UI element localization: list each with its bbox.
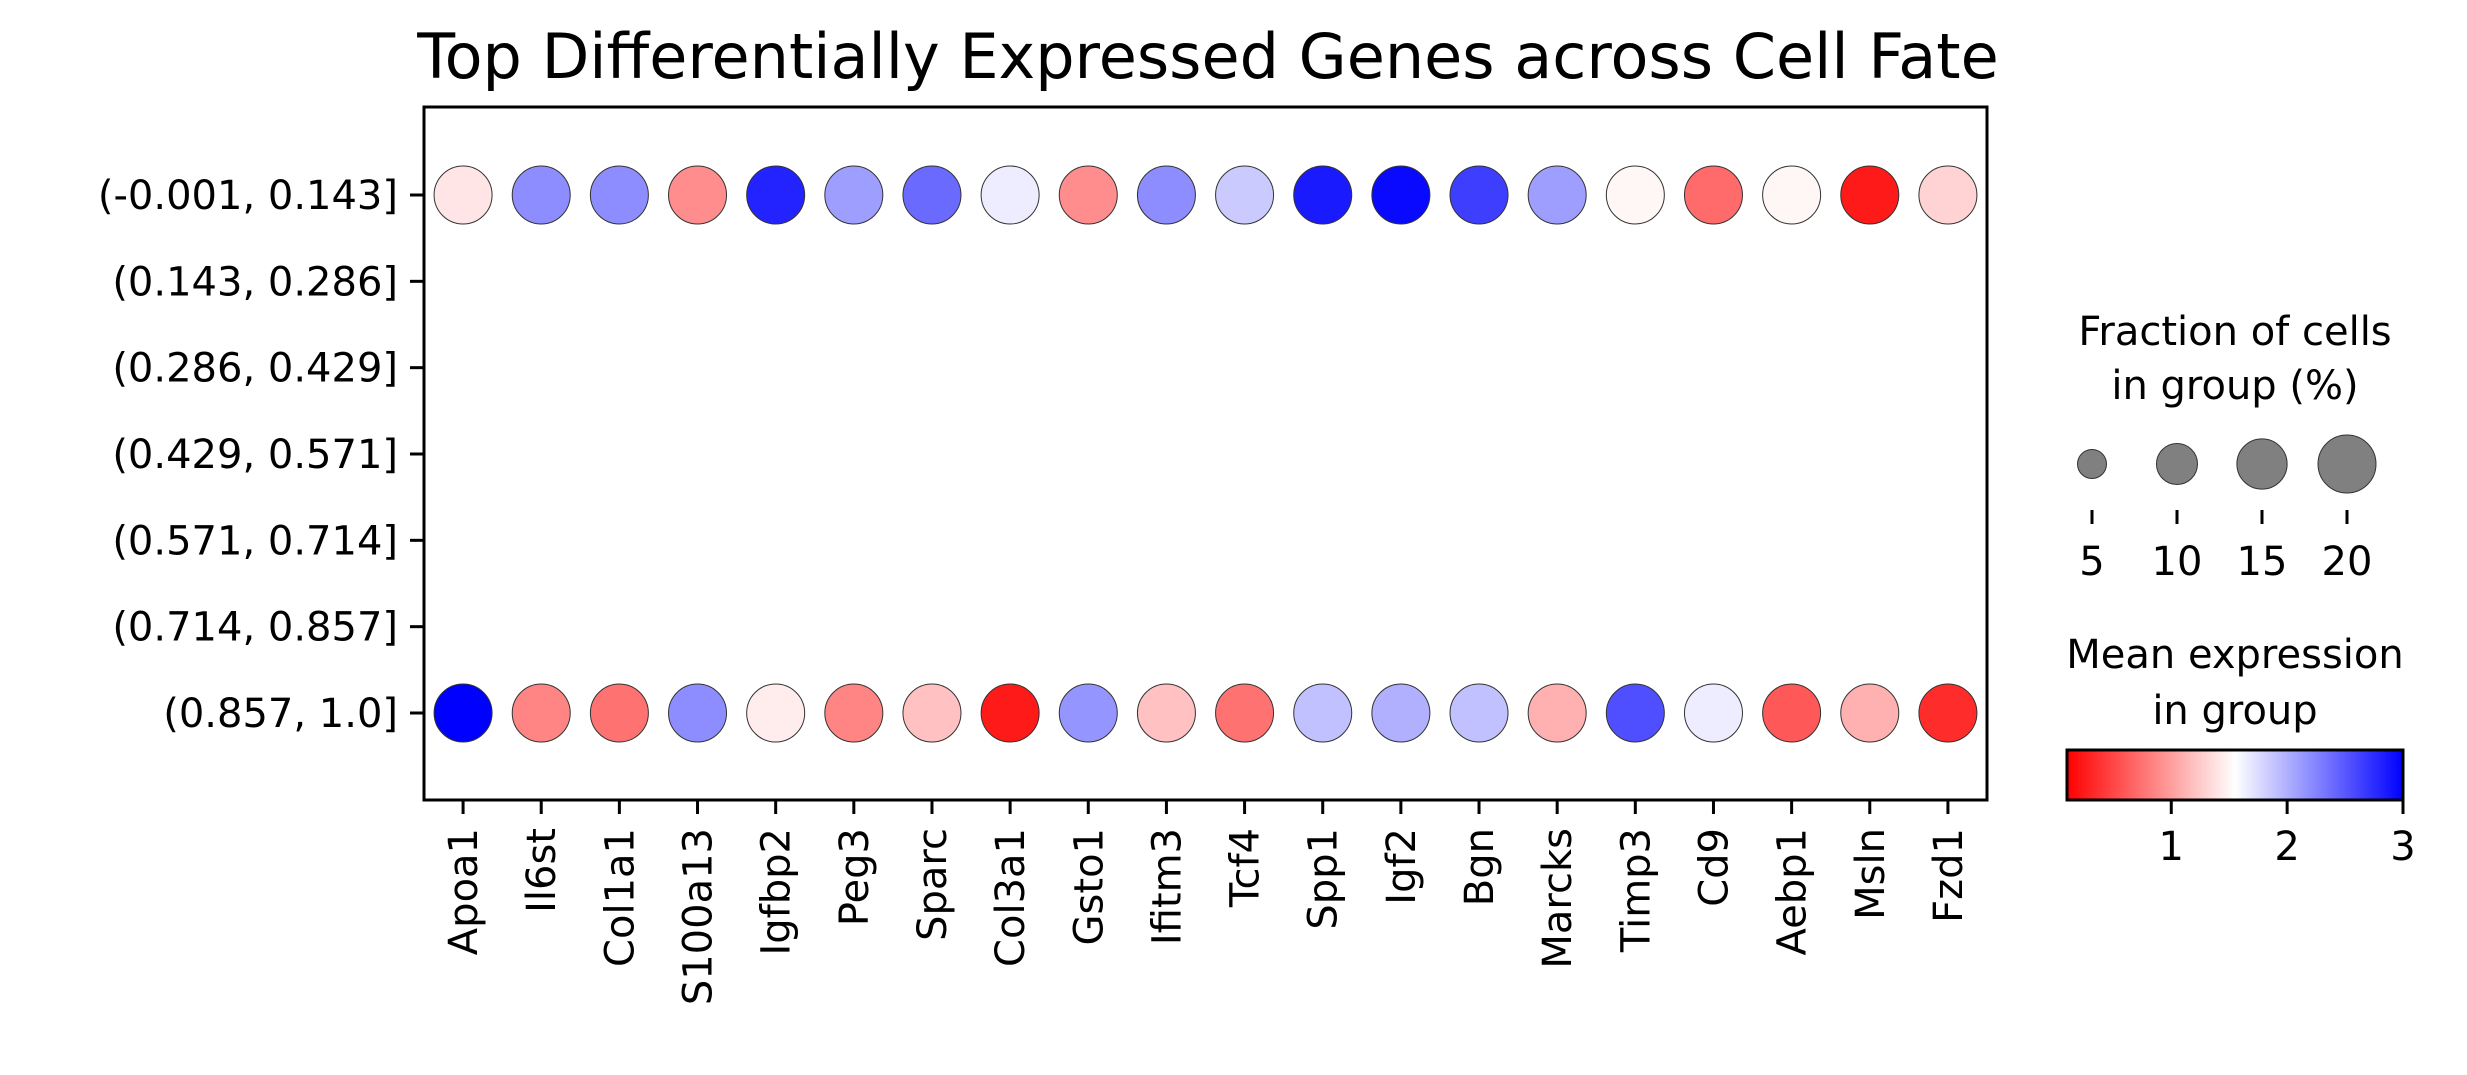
dot-fzd1-row-0 [1918,165,1978,225]
x-tick-label: Fzd1 [1926,828,1972,923]
x-tick-label: Timp3 [1613,828,1659,953]
size-legend-title: Fraction of cells [2078,309,2391,355]
x-tick-label: S100a13 [676,828,722,1005]
dot-aebp1-row-6 [1762,683,1822,743]
x-tick-label: Igf2 [1379,828,1425,905]
size-legend-dot [2077,449,2107,479]
dot-sparc-row-0 [902,165,962,225]
dot-aebp1-row-0 [1762,165,1822,225]
dot-spp1-row-0 [1293,165,1353,225]
y-axis: (-0.001, 0.143] (0.143, 0.286] (0.286, 0.4… [98,173,424,737]
colorbar-tick-label: 3 [2390,824,2415,870]
color-legend-title: Mean expression [2066,632,2403,678]
dot-fzd1-row-6 [1918,683,1978,743]
x-tick-label: Tcf4 [1223,828,1269,908]
dot-tcf4-row-0 [1215,165,1275,225]
dot-s100a13-row-0 [668,165,728,225]
size-legend: Fraction of cells in group (%) 5 10 15 20 [2077,309,2392,585]
dot-il6st-row-0 [511,165,571,225]
x-tick-label: Ifitm3 [1144,828,1190,945]
y-tick-label: (0.857, 1.0] [163,691,398,737]
dot-cd9-row-6 [1683,683,1743,743]
dot-s100a13-row-6 [668,683,728,743]
y-tick-label: (-0.001, 0.143] [98,173,398,219]
y-tick-label: (0.143, 0.286] [112,259,398,305]
dot-igfbp2-row-0 [746,165,806,225]
dot-igfbp2-row-6 [746,683,806,743]
dot-col3a1-row-6 [980,683,1040,743]
y-tick-label: (0.571, 0.714] [112,518,398,564]
plot-area [422,105,1989,802]
dot-col1a1-row-0 [589,165,649,225]
dot-marcks-row-0 [1527,165,1587,225]
dot-bgn-row-6 [1449,683,1509,743]
dot-igf2-row-0 [1371,165,1431,225]
dot-peg3-row-0 [824,165,884,225]
x-tick-label: Spp1 [1301,828,1347,930]
colorbar-tick-label: 1 [2159,824,2184,870]
dot-sparc-row-6 [902,683,962,743]
dot-marcks-row-6 [1527,683,1587,743]
dot-bgn-row-0 [1449,165,1509,225]
size-legend-dot [2317,434,2377,494]
x-tick-label: Gsto1 [1066,828,1112,945]
dot-gsto1-row-0 [1058,165,1118,225]
x-tick-label: Peg3 [832,828,878,926]
x-tick-label: Col3a1 [988,828,1034,967]
x-tick-label: Bgn [1457,828,1503,906]
dot-apoa1-row-0 [433,165,493,225]
x-tick-label: Igfbp2 [754,828,800,956]
chart-title: Top Differentially Expressed Genes acros… [416,20,1999,93]
dot-spp1-row-6 [1293,683,1353,743]
dot-ifitm3-row-6 [1136,683,1196,743]
x-tick-label: Il6st [519,828,565,913]
dot-il6st-row-6 [511,683,571,743]
x-tick-label: Col1a1 [597,828,643,967]
x-tick-label: Cd9 [1691,828,1737,907]
size-legend-label: 5 [2079,539,2104,585]
size-legend-label: 15 [2237,539,2288,585]
color-legend: Mean expression in group 1 2 3 [2065,632,2416,870]
dot-cd9-row-0 [1683,165,1743,225]
x-tick-label: Apoa1 [441,828,487,955]
dot-apoa1-row-6 [433,683,493,743]
size-legend-label: 20 [2322,539,2373,585]
color-legend-title: in group [2152,688,2317,734]
dot-tcf4-row-6 [1215,683,1275,743]
dot-timp3-row-0 [1605,165,1665,225]
size-legend-dot [2155,442,2199,486]
dot-igf2-row-6 [1371,683,1431,743]
y-tick-label: (0.286, 0.429] [112,346,398,392]
dot-msln-row-6 [1840,683,1900,743]
colorbar-tick-label: 2 [2274,824,2299,870]
colorbar [2065,748,2405,802]
dot-gsto1-row-6 [1058,683,1118,743]
x-tick-label: Sparc [910,828,956,941]
y-tick-label: (0.714, 0.857] [112,605,398,651]
dot-col3a1-row-0 [980,165,1040,225]
dot-timp3-row-6 [1605,683,1665,743]
dot-col1a1-row-6 [589,683,649,743]
size-legend-label: 10 [2152,539,2203,585]
y-tick-label: (0.429, 0.571] [112,432,398,478]
x-tick-label: Msln [1848,828,1894,920]
x-tick-label: Aebp1 [1770,828,1816,956]
dot-ifitm3-row-0 [1136,165,1196,225]
plot-frame [422,105,1989,802]
dot-peg3-row-6 [824,683,884,743]
x-tick-label: Marcks [1535,828,1581,969]
size-legend-title: in group (%) [2111,363,2358,409]
size-legend-dot [2236,438,2288,490]
dot-msln-row-0 [1840,165,1900,225]
x-axis: Apoa1 Il6st Col1a1 S100a13 Igfbp2 Peg3 Sparc Co… [441,800,1972,1005]
